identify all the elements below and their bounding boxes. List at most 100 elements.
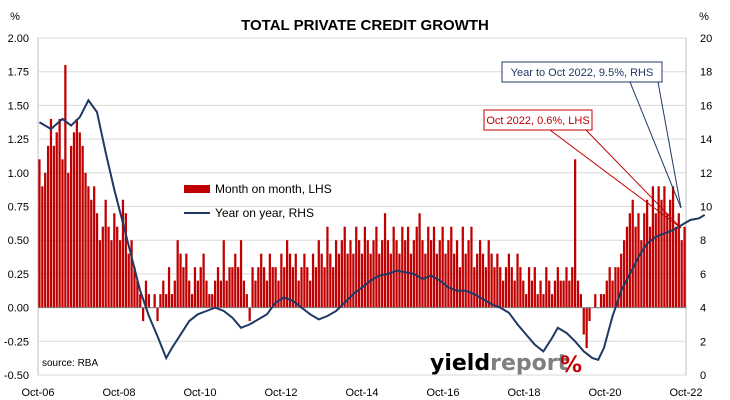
bar (237, 267, 240, 308)
bar (522, 280, 525, 308)
bar (142, 307, 145, 322)
bar (101, 226, 104, 308)
bar (409, 253, 413, 308)
bar (251, 267, 254, 308)
bar (447, 240, 450, 308)
bar (360, 253, 364, 308)
bar (283, 267, 286, 308)
bar (280, 253, 283, 308)
bar (548, 280, 551, 308)
annotation-yoy-text: Year to Oct 2022, 9.5%, RHS (511, 67, 654, 79)
bar (44, 172, 47, 308)
bar (176, 240, 179, 308)
bar (372, 240, 375, 308)
annotation-mom-box (483, 109, 593, 131)
bar (608, 267, 611, 308)
bar (389, 253, 392, 308)
bar (553, 280, 557, 308)
bar (530, 280, 534, 308)
bar (165, 294, 168, 308)
left-tick-label: 0.50 (8, 235, 29, 247)
right-tick-label: 16 (700, 100, 712, 112)
bar (262, 267, 266, 308)
bar (110, 240, 113, 308)
bar (516, 253, 519, 308)
bar (640, 240, 643, 308)
bar (473, 267, 476, 308)
right-tick-label: 12 (700, 168, 712, 180)
bar (453, 253, 456, 308)
bar (671, 186, 675, 308)
bar (46, 145, 50, 308)
bar (513, 280, 516, 308)
bar (291, 267, 295, 308)
bar (622, 240, 626, 308)
bar (625, 226, 629, 308)
bar (81, 145, 84, 308)
bar (458, 267, 462, 308)
bar (326, 226, 329, 308)
gridlines (38, 37, 686, 376)
bar (332, 267, 335, 308)
bar (87, 186, 90, 308)
bar (173, 280, 176, 308)
bar (182, 267, 185, 308)
bar (93, 186, 96, 308)
legend-bar-swatch (184, 185, 210, 193)
x-tick-label: Oct-18 (507, 387, 540, 399)
bar (421, 240, 424, 308)
bar (311, 253, 315, 308)
x-tick-label: Oct-12 (264, 387, 297, 399)
annotation-mom-text: Oct 2022, 0.6%, LHS (486, 115, 589, 127)
brand-yield: yield (430, 351, 490, 376)
bar (455, 240, 459, 308)
bar (461, 226, 464, 308)
bar (539, 280, 542, 308)
bar (147, 294, 151, 308)
left-tick-label: 0.75 (8, 202, 29, 214)
brand-percent-icon: % (560, 353, 582, 378)
bar (116, 226, 119, 308)
bar (159, 294, 162, 308)
left-tick-label: 1.00 (8, 168, 29, 180)
chart-title: TOTAL PRIVATE CREDIT GROWTH (241, 17, 489, 34)
bar (559, 280, 562, 308)
bar (568, 280, 571, 308)
bar (274, 267, 277, 308)
bar (219, 280, 223, 308)
bar (366, 240, 369, 308)
bar (542, 294, 545, 308)
bar (674, 226, 678, 308)
bar (162, 280, 165, 308)
bar (260, 253, 263, 308)
bar (519, 267, 522, 308)
bar (620, 253, 623, 308)
bar (614, 267, 617, 308)
bar (239, 240, 243, 308)
bar (297, 280, 300, 308)
bar (657, 186, 660, 308)
bar (234, 253, 237, 308)
bar (562, 280, 565, 308)
bar (418, 213, 421, 308)
bar (170, 294, 174, 308)
bar (314, 267, 318, 308)
bar (450, 226, 453, 308)
bar (430, 240, 433, 308)
bar (294, 253, 297, 308)
bar (133, 267, 136, 308)
bar (75, 118, 79, 308)
bar (67, 172, 70, 308)
brand-report: report (490, 351, 568, 376)
annotation-mom: Oct 2022, 0.6%, LHS (483, 109, 682, 229)
annotation-yoy: Year to Oct 2022, 9.5%, RHS (501, 61, 682, 209)
bar (576, 280, 580, 308)
x-tick-label: Oct-20 (588, 387, 621, 399)
left-tick-label: 1.50 (8, 100, 29, 112)
bar (487, 240, 490, 308)
bar (628, 213, 631, 308)
bar (631, 199, 634, 308)
x-tick-label: Oct-10 (183, 387, 216, 399)
bar (225, 280, 228, 308)
